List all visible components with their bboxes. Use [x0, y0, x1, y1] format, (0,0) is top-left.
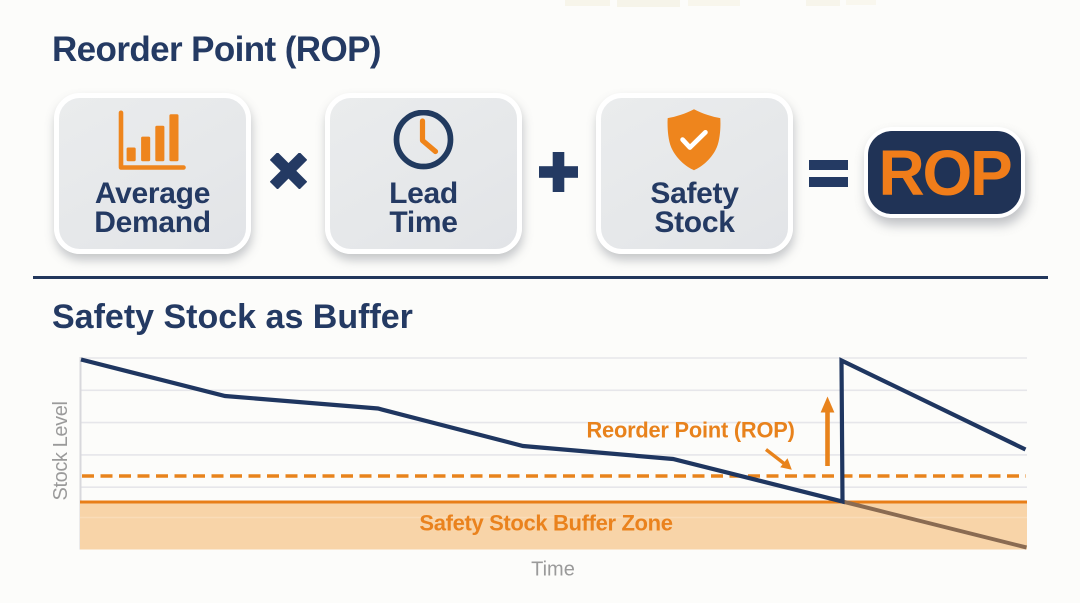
svg-text:Stock Level: Stock Level: [50, 402, 72, 501]
svg-text:Safety Stock Buffer Zone: Safety Stock Buffer Zone: [419, 511, 672, 536]
svg-text:Reorder Point (ROP): Reorder Point (ROP): [587, 418, 795, 443]
svg-text:Time: Time: [531, 559, 575, 581]
